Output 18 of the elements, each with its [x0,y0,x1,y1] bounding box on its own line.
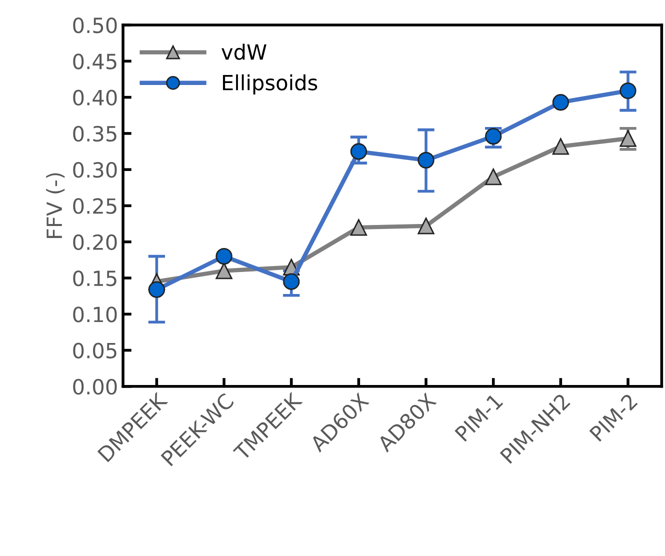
y-tick-label: 0.15 [73,270,116,286]
point [552,138,570,155]
y-tick-label: 0.30 [73,162,117,178]
legend-label: vdW [222,44,266,60]
y-tick-label: 0.45 [73,54,116,70]
y-axis-title: FFV (-) [46,173,65,238]
point [418,218,434,234]
point [485,168,502,186]
y-tick-label: 0.25 [73,198,116,214]
y-tick-label: 0.05 [73,342,116,358]
y-tick-label: 0.50 [73,17,117,34]
y-tick-label: 0.35 [73,126,116,142]
y-tick-label: 0.40 [73,90,117,106]
legend-label: Ellipsoids [222,74,318,95]
y-tick-label: 0.10 [73,306,117,322]
point [620,130,636,147]
y-tick-label: 0.20 [73,234,117,250]
point [350,219,368,236]
